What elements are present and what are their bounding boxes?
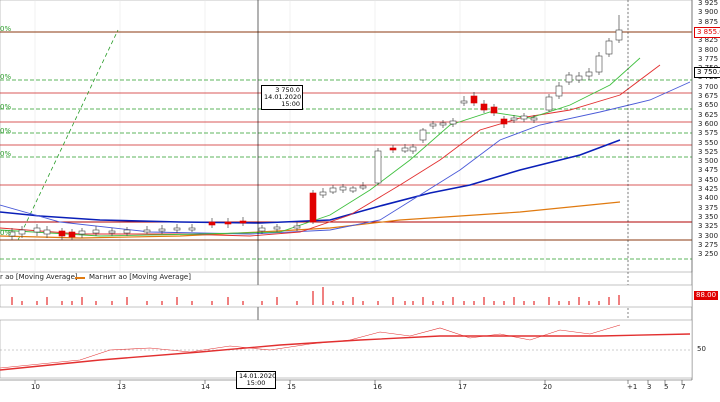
price-tick-label: 3 900 (698, 8, 719, 17)
time-label: 14 (201, 383, 210, 391)
time-label: 7 (681, 383, 686, 391)
price-tick-label: 3 925 (698, 0, 719, 7)
price-tick-label: 3 375 (698, 203, 719, 212)
price-tick-label: 3 800 (698, 45, 719, 54)
fib-level-label: 0% (0, 229, 12, 237)
time-label: 17 (458, 383, 467, 391)
price-tick-label: 3 550 (698, 138, 719, 147)
fib-level-label: 0% (0, 127, 12, 135)
price-tick-label: 3 600 (698, 119, 719, 128)
time-label: 3 (647, 383, 652, 391)
legend-fast-ma[interactable]: r ao [Moving Average] (0, 273, 78, 281)
price-tick-label: 3 625 (698, 110, 719, 119)
time-label: 20 (543, 383, 552, 391)
price-tick-label: 3 525 (698, 147, 719, 156)
price-tick-label: 3 275 (698, 240, 719, 249)
indicator-axis-label: 50 (697, 345, 706, 353)
price-tick-label: 3 575 (698, 129, 719, 138)
price-tick-label: 3 425 (698, 185, 719, 193)
fib-level-label: 0% (0, 25, 12, 33)
volume-panel (0, 284, 693, 308)
price-tick-label: 3 325 (698, 222, 719, 231)
price-tick-label: 3 875 (698, 17, 719, 26)
price-panel-frame (0, 0, 693, 273)
last-price-tag: 3 855.0 (694, 27, 720, 38)
time-label: +1 (627, 383, 638, 391)
price-tick-label: 3 400 (698, 194, 719, 203)
price-tick-label: 3 500 (698, 157, 719, 166)
moving-averages (0, 57, 691, 239)
legend-slow-ma[interactable]: Магнит ао [Moving Average] (89, 273, 191, 281)
cursor-date: 14.01.2020 (239, 372, 277, 380)
crosshair-tooltip: 3 750.0 14.01.2020 15:00 (261, 85, 303, 110)
cursor-time: 15:00 (246, 379, 266, 387)
price-tick-label: 3 450 (698, 175, 719, 184)
fib-level-label: 0% (0, 103, 12, 111)
tooltip-price: 3 750.0 (275, 86, 300, 94)
price-tick-label: 3 825 (698, 36, 719, 45)
current-price-tag: 3 750.0 (694, 67, 720, 78)
trend-line (17, 29, 119, 241)
volume-bars (11, 287, 620, 305)
chart-grid (34, 0, 629, 272)
horizontal-levels (0, 31, 692, 260)
price-tick-label: 3 250 (698, 250, 719, 259)
price-tick-label: 3 350 (698, 212, 719, 221)
crosshair-time-tag: 14.01.2020 15:00 (236, 371, 276, 389)
price-tick-label: 3 775 (698, 54, 719, 63)
time-label: 10 (31, 383, 40, 391)
price-tick-label: 3 475 (698, 166, 719, 175)
volume-value-tag: 88.00 (694, 291, 719, 300)
price-tick-label: 3 300 (698, 231, 719, 240)
price-tick-label: 3 700 (698, 82, 719, 91)
indicator-lines (0, 324, 691, 371)
time-label: 13 (117, 383, 126, 391)
indicator-panel (0, 319, 693, 379)
time-label: 5 (664, 383, 669, 391)
price-tick-label: 3 675 (698, 92, 719, 100)
fib-level-label: 0% (0, 150, 12, 158)
tooltip-time: 15:00 (281, 100, 300, 108)
time-axis-ticks (34, 380, 683, 384)
tooltip-date: 14.01.2020 (264, 93, 302, 101)
time-label: 16 (373, 383, 382, 391)
legend-swatch (75, 277, 85, 279)
candlesticks (8, 15, 623, 240)
fib-level-label: 0% (0, 73, 12, 81)
time-label: 15 (287, 383, 296, 391)
price-tick-label: 3 650 (698, 101, 719, 110)
